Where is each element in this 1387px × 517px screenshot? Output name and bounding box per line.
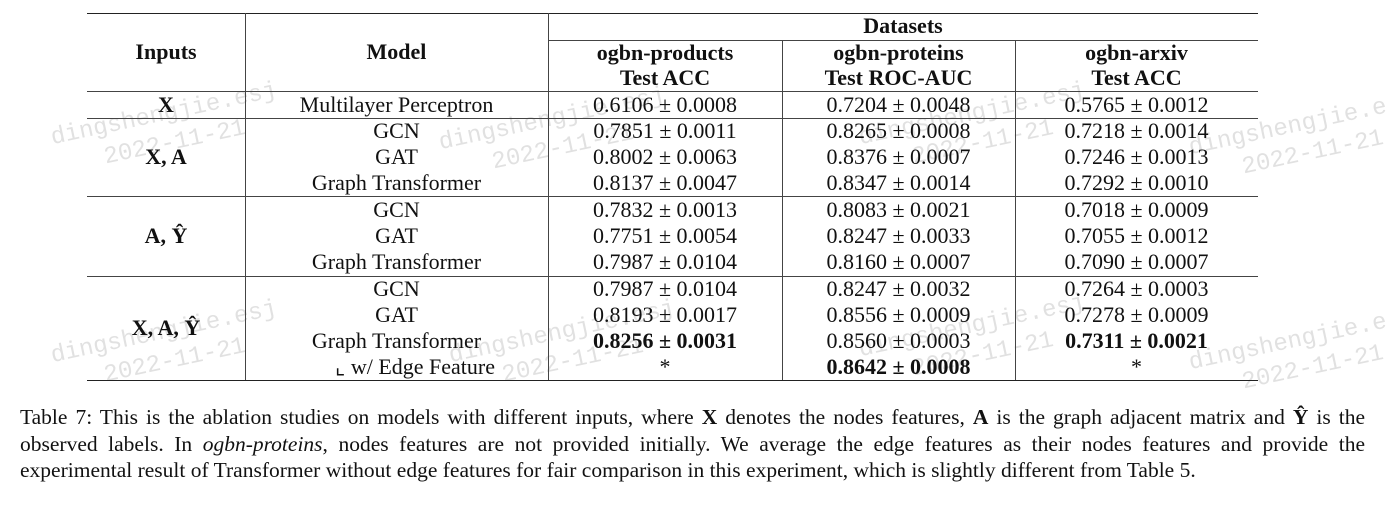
result-value: 0.7090 ± 0.0007 bbox=[1064, 249, 1209, 274]
result-value: 0.7204 ± 0.0048 bbox=[826, 92, 971, 117]
table-caption: Table 7: This is the ablation studies on… bbox=[20, 405, 1366, 482]
result-value: 0.5765 ± 0.0012 bbox=[1064, 92, 1209, 117]
result-value: 0.7218 ± 0.0014 bbox=[1064, 118, 1209, 143]
result-value: 0.8083 ± 0.0021 bbox=[826, 197, 971, 222]
result-value: 0.6106 ± 0.0008 bbox=[592, 92, 738, 117]
header-dataset-metric: Test ROC-AUC bbox=[824, 65, 973, 90]
header-dataset-metric: Test ACC bbox=[1091, 65, 1182, 90]
result-value: 0.7832 ± 0.0013 bbox=[592, 197, 738, 222]
column-divider bbox=[245, 13, 246, 380]
result-value: 0.8247 ± 0.0033 bbox=[826, 223, 971, 248]
header-inputs: Inputs bbox=[135, 39, 197, 64]
result-value-best: 0.8642 ± 0.0008 bbox=[826, 354, 971, 379]
result-value: 0.7851 ± 0.0011 bbox=[593, 118, 737, 143]
inputs-label: X bbox=[158, 92, 174, 117]
result-value: 0.8556 ± 0.0009 bbox=[826, 302, 971, 327]
result-value: 0.7018 ± 0.0009 bbox=[1064, 197, 1209, 222]
datasets-rule bbox=[548, 40, 1258, 41]
result-value: * bbox=[659, 354, 671, 379]
result-value-best: 0.8256 ± 0.0031 bbox=[592, 328, 738, 353]
group-rule bbox=[87, 276, 1258, 277]
header-rule bbox=[87, 91, 1258, 92]
result-value: 0.8560 ± 0.0003 bbox=[826, 328, 971, 353]
result-value: 0.8193 ± 0.0017 bbox=[592, 302, 738, 327]
result-value: 0.7987 ± 0.0104 bbox=[592, 276, 738, 301]
result-value: 0.8376 ± 0.0007 bbox=[826, 144, 971, 169]
group-rule bbox=[87, 196, 1258, 197]
result-value: 0.7055 ± 0.0012 bbox=[1064, 223, 1209, 248]
result-value: 0.8247 ± 0.0032 bbox=[826, 276, 971, 301]
model-name: GCN bbox=[373, 118, 420, 143]
bottom-rule bbox=[87, 380, 1258, 381]
header-datasets: Datasets bbox=[863, 13, 943, 38]
model-name: Graph Transformer bbox=[311, 328, 482, 353]
model-name: Multilayer Perceptron bbox=[299, 92, 494, 117]
inputs-label: X, A bbox=[145, 144, 187, 169]
column-divider bbox=[782, 40, 783, 380]
result-value: 0.8347 ± 0.0014 bbox=[826, 170, 971, 195]
header-dataset-metric: Test ACC bbox=[619, 65, 711, 90]
model-name: GAT bbox=[375, 144, 418, 169]
inputs-label: A, Ŷ bbox=[144, 223, 188, 248]
result-value: 0.7264 ± 0.0003 bbox=[1064, 276, 1209, 301]
model-name: GAT bbox=[375, 223, 418, 248]
result-value: 0.8002 ± 0.0063 bbox=[592, 144, 738, 169]
result-value: 0.8160 ± 0.0007 bbox=[826, 249, 971, 274]
result-value: 0.7278 ± 0.0009 bbox=[1064, 302, 1209, 327]
model-name: GAT bbox=[375, 302, 418, 327]
header-model: Model bbox=[366, 39, 427, 64]
model-name: GCN bbox=[373, 197, 420, 222]
column-divider bbox=[548, 13, 549, 380]
result-value: 0.7987 ± 0.0104 bbox=[592, 249, 738, 274]
model-name: GCN bbox=[373, 276, 420, 301]
result-value: 0.8265 ± 0.0008 bbox=[826, 118, 971, 143]
header-dataset-name: ogbn-products bbox=[596, 40, 734, 65]
top-rule bbox=[87, 13, 1258, 14]
header-dataset-name: ogbn-arxiv bbox=[1085, 40, 1188, 65]
header-dataset-name: ogbn-proteins bbox=[833, 40, 964, 65]
column-divider bbox=[1015, 40, 1016, 380]
result-value: 0.8137 ± 0.0047 bbox=[592, 170, 738, 195]
result-value: * bbox=[1131, 354, 1142, 379]
group-rule bbox=[87, 118, 1258, 119]
result-value: 0.7292 ± 0.0010 bbox=[1064, 170, 1209, 195]
model-name: Graph Transformer bbox=[311, 249, 482, 274]
model-name: Graph Transformer bbox=[311, 170, 482, 195]
result-value: 0.7751 ± 0.0054 bbox=[592, 223, 738, 248]
result-value: 0.7246 ± 0.0013 bbox=[1064, 144, 1209, 169]
inputs-label: X, A, Ŷ bbox=[131, 315, 201, 340]
model-name: ⌞ w/ Edge Feature bbox=[335, 354, 495, 379]
result-value-best: 0.7311 ± 0.0021 bbox=[1065, 328, 1208, 353]
